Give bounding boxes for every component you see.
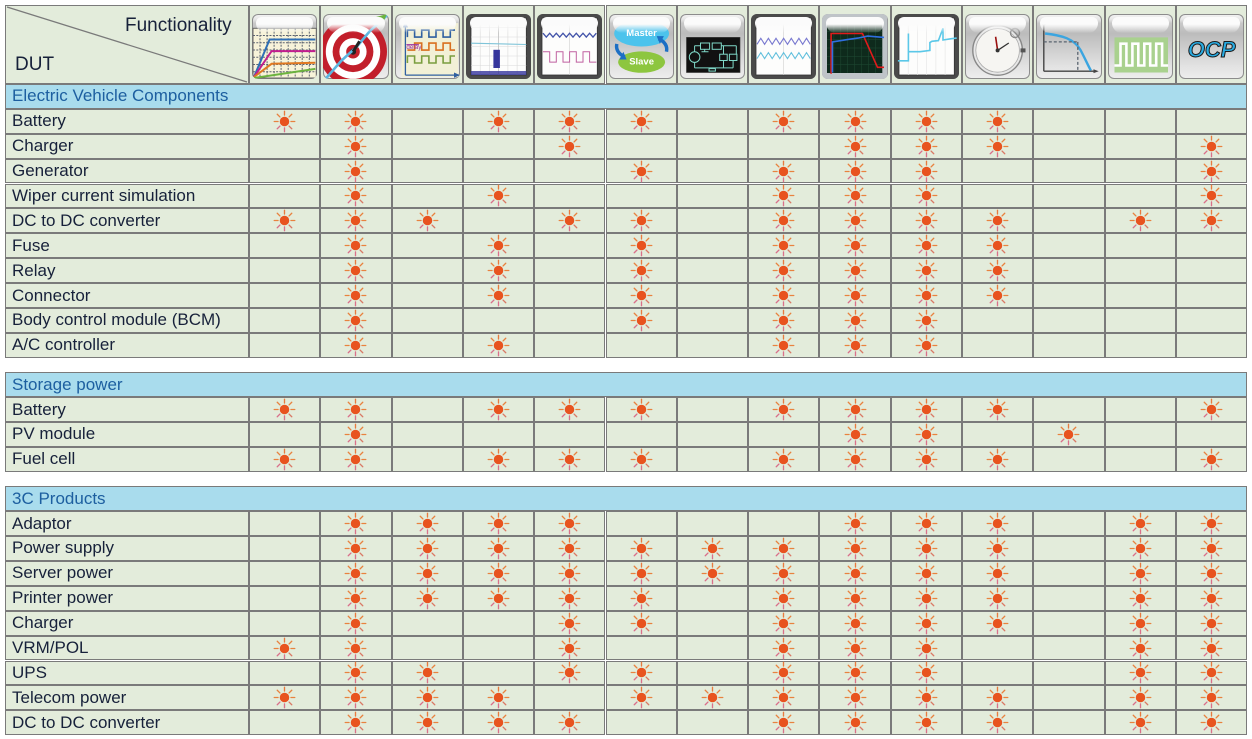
svg-text:Master: Master (626, 28, 657, 39)
svg-text:delay: delay (406, 44, 422, 51)
svg-text:Slave: Slave (629, 57, 654, 68)
svg-text:OCP: OCP (1188, 37, 1236, 62)
